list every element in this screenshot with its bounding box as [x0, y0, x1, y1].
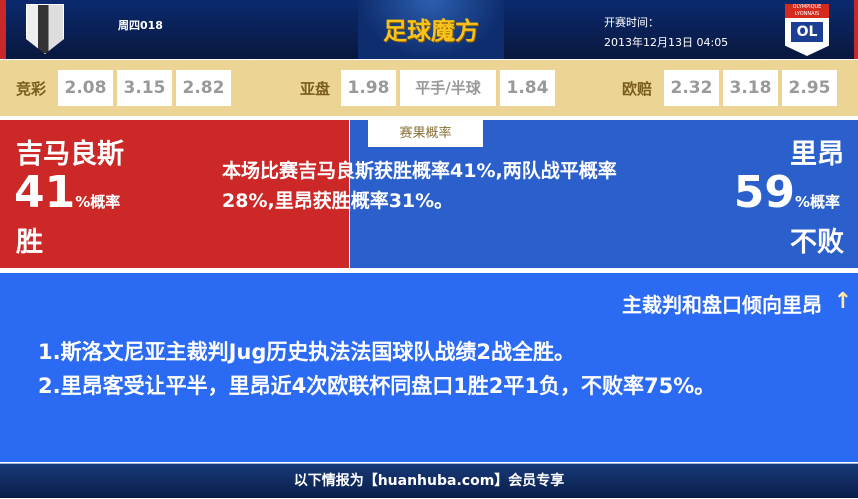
euro-draw-odds: 3.18 [723, 70, 778, 106]
jingcai-draw-odds: 3.15 [117, 70, 172, 106]
asian-away-odds: 1.84 [500, 70, 555, 106]
analysis-point: 2.里昂客受让平半，里昂近4次欧联杯同盘口1胜2平1负，不败率75%。 [38, 374, 716, 398]
away-team-logo: OLYMPIQUE LYONNAIS OL [785, 4, 829, 56]
home-probability: 41%概率 [14, 167, 121, 218]
asian-home-odds: 1.98 [341, 70, 396, 106]
away-team-name: 里昂 [790, 139, 844, 170]
match-number: 周四018 [118, 19, 163, 32]
jingcai-label: 竞彩 [16, 80, 47, 98]
arrow-up-icon: ↑ [833, 289, 852, 314]
asian-label: 亚盘 [300, 80, 331, 98]
analysis-points: 1.斯洛文尼亚主裁判Jug历史执法法国球队战绩2战全胜。 2.里昂客受让平半，里… [38, 335, 828, 403]
jingcai-away-odds: 2.82 [176, 70, 231, 106]
asian-handicap: 平手/半球 [400, 70, 496, 106]
member-footer[interactable]: 以下情报为【huanhuba.com】会员专享 [0, 463, 858, 498]
away-outcome: 不败 [790, 227, 844, 258]
tab-result-probability[interactable]: 赛果概率 [368, 120, 483, 147]
brand-logo: 足球魔方 [358, 0, 504, 59]
home-outcome: 胜 [16, 227, 43, 258]
analysis-title: 主裁判和盘口倾向里昂 [622, 293, 822, 317]
home-team-logo [26, 4, 64, 54]
home-probability-panel [0, 120, 349, 268]
jingcai-home-odds: 2.08 [58, 70, 113, 106]
home-team-name: 吉马良斯 [16, 139, 124, 170]
analysis-point: 1.斯洛文尼亚主裁判Jug历史执法法国球队战绩2战全胜。 [38, 340, 575, 364]
away-color-strip [854, 0, 858, 59]
probability-summary: 本场比赛吉马良斯获胜概率41%,两队战平概率28%,里昂获胜概率31%。 [222, 160, 617, 212]
euro-label: 欧赔 [622, 80, 653, 98]
away-probability: 59%概率 [733, 167, 840, 218]
euro-home-odds: 2.32 [664, 70, 719, 106]
analysis-panel [0, 273, 858, 462]
home-color-strip [0, 0, 6, 59]
kickoff-label: 开赛时间： [604, 16, 659, 29]
match-header: 周四018 足球魔方 开赛时间： 2013年12月13日 04:05 OLYMP… [0, 0, 858, 59]
euro-away-odds: 2.95 [782, 70, 837, 106]
kickoff-time: 2013年12月13日 04:05 [604, 36, 729, 49]
